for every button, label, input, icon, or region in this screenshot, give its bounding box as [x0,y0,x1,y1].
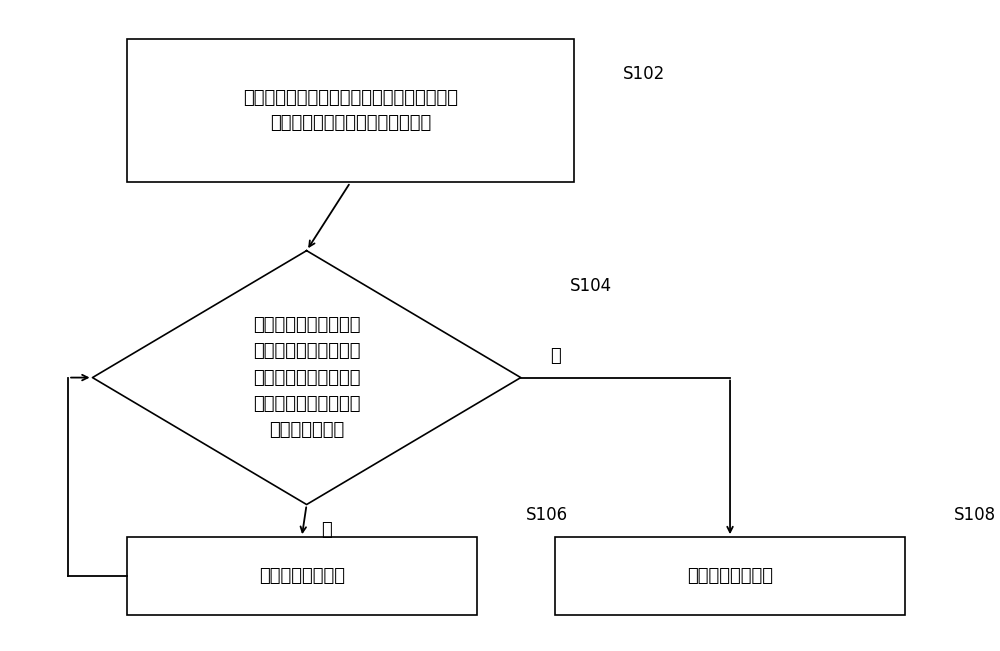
Text: 否: 否 [550,346,561,365]
FancyBboxPatch shape [127,39,574,182]
Text: 输出第三控制指令: 输出第三控制指令 [687,567,773,585]
Text: S102: S102 [623,65,665,83]
Text: S108: S108 [954,506,996,524]
Text: 若配电变压器出线侧的台区负载率满足三相过
载调整条件，则输出第一控制指令: 若配电变压器出线侧的台区负载率满足三相过 载调整条件，则输出第一控制指令 [243,89,458,132]
Text: S106: S106 [526,506,568,524]
Text: 在负荷侧监控设备根据
第一控制指令切除第一
目标用户负载后，判断
台区负载率是否满足三
相过载调整条件: 在负荷侧监控设备根据 第一控制指令切除第一 目标用户负载后，判断 台区负载率是否… [253,316,360,439]
Text: 输出第二控制指令: 输出第二控制指令 [259,567,345,585]
Text: S104: S104 [569,277,612,295]
Text: 是: 是 [321,521,331,539]
FancyBboxPatch shape [127,537,477,615]
FancyBboxPatch shape [555,537,905,615]
